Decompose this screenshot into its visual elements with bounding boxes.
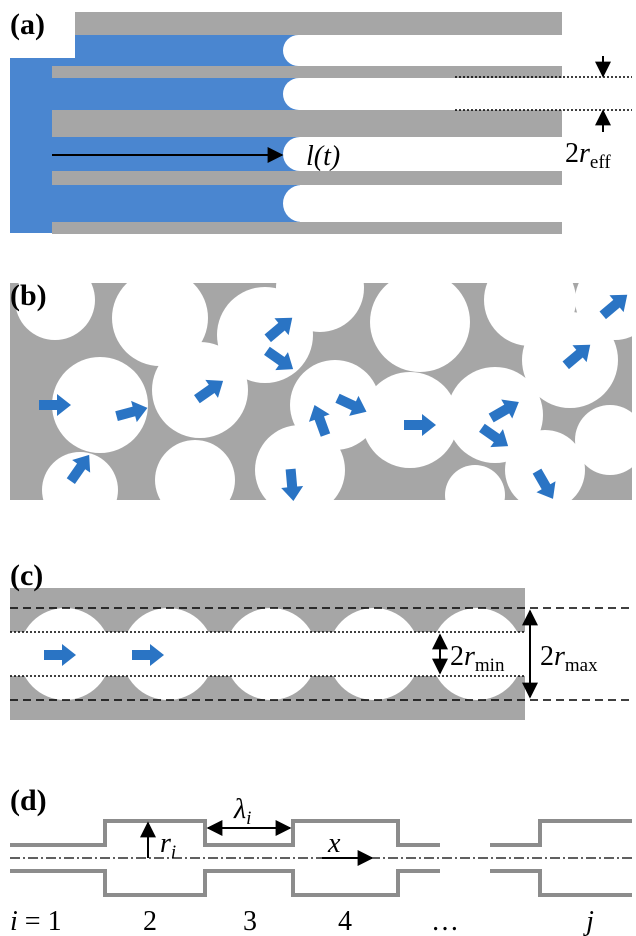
index: 3 [243,906,257,936]
grain-gap [328,608,420,700]
panel-label: (b) [10,279,47,312]
index-label: i = 1 [10,906,62,936]
panel-a: (a) l(t) 2reff [10,8,632,234]
channel [10,608,525,700]
panel-b: (b) [10,244,636,528]
index: 2 [143,906,157,936]
panel-label: (a) [10,8,45,41]
radius-label: 2reff [565,138,611,173]
panel-c: (c) 2rmin 2rmax [10,559,632,720]
figure: (a) l(t) 2reff (b) (c) 2rmin 2rmax (d) r… [0,0,636,936]
grain [155,440,235,520]
panel-label: (d) [10,784,47,817]
panel-label: (c) [10,559,43,592]
index: j [583,906,594,936]
radius-label: ri [160,828,176,863]
axis-label: x [327,828,341,859]
grain-gap [431,608,523,700]
wavelength-label: λi [233,794,251,829]
panel-d: (d) ri λi x i = 1 2 3 4 … j [10,784,632,936]
indices: 2 3 4 … j [143,906,594,936]
length-label: l(t) [306,141,340,172]
grain-gap [225,608,317,700]
grain [505,430,585,510]
index: … [431,906,459,936]
index: 4 [338,906,352,936]
rmax-label: 2rmax [540,641,598,676]
grain [255,425,345,515]
grain [370,272,470,372]
grain [445,465,505,525]
